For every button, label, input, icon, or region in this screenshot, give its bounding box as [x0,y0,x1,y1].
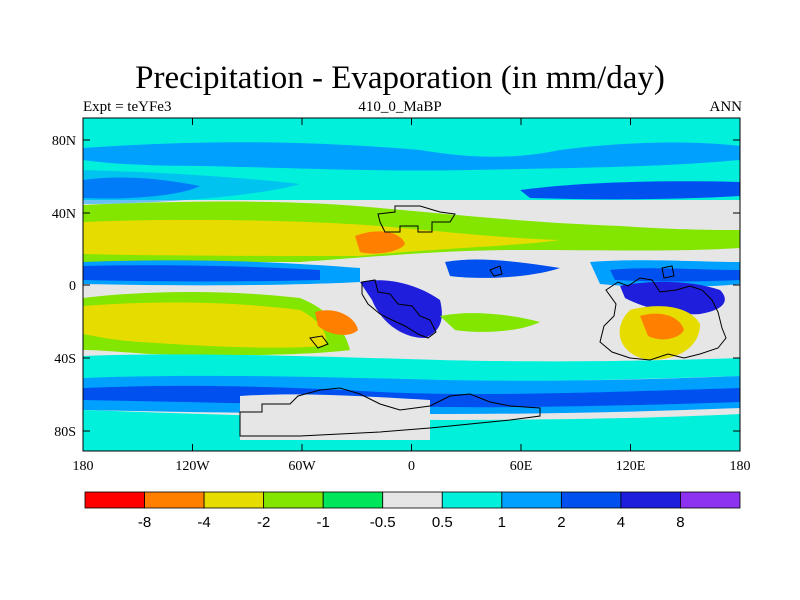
colorbar-swatch [322,491,384,509]
x-tick-label: 120W [175,459,210,474]
colorbar-label: 8 [676,514,684,531]
y-tick-label: 80N [52,134,76,149]
x-tick-label: 60E [510,459,533,474]
colorbar: -8 -4 -2 -1 -0.5 0.5 1 2 4 8 [84,491,741,531]
colorbar-label: 1 [498,514,506,531]
season-label: ANN [709,99,743,115]
colorbar-label: -2 [257,514,270,531]
x-tick-label: 180 [73,459,94,474]
y-tick-label: 40N [52,207,76,222]
colorbar-label: -4 [197,514,210,531]
y-tick-label: 80S [54,425,76,440]
colorbar-swatch [620,491,681,509]
period-label: 410_0_MaBP [358,99,442,115]
colorbar-label: 0.5 [432,514,453,531]
colorbar-swatch [501,491,562,509]
colorbar-swatch [680,491,741,509]
y-tick-label: 0 [69,279,76,294]
colorbar-label: -8 [138,514,151,531]
colorbar-label: 4 [617,514,625,531]
colorbar-swatch [144,491,205,509]
colorbar-swatch [263,491,324,509]
x-tick-label: 120E [616,459,646,474]
colorbar-label: -0.5 [370,514,396,531]
x-tick-label: 60W [288,459,316,474]
map-title: Precipitation - Evaporation (in mm/day) [135,60,665,96]
colorbar-swatch [560,491,622,509]
x-tick-label: 180 [730,459,751,474]
coastlines [239,205,727,437]
colorbar-swatch [203,491,265,509]
y-axis-ticks [83,139,740,432]
x-tick-label: 0 [408,459,415,474]
y-tick-label: 40S [54,352,76,367]
colorbar-swatch [84,491,145,509]
colorbar-swatch [382,491,443,509]
colorbar-label: 2 [557,514,565,531]
precip-evap-field [83,118,740,451]
experiment-label: Expt = teYFe3 [83,99,172,115]
colorbar-label: -1 [317,514,330,531]
x-axis-ticks [82,118,741,451]
colorbar-swatch [441,491,503,509]
